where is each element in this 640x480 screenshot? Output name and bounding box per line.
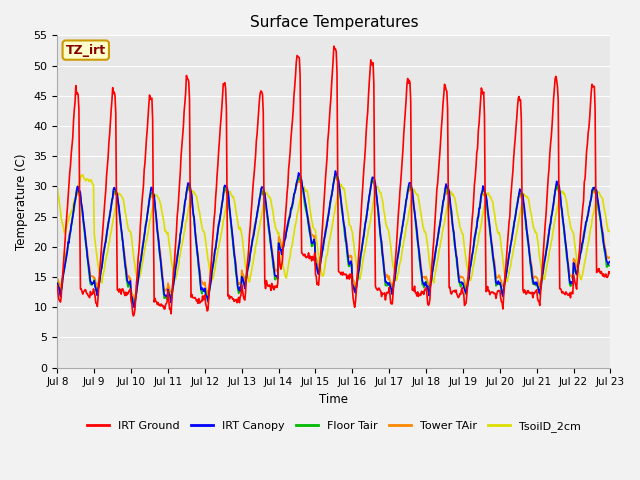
Tower TAir	[120, 248, 128, 254]
IRT Canopy	[606, 259, 614, 264]
TsoilD_2cm	[207, 274, 215, 280]
Floor Tair	[207, 283, 214, 289]
IRT Ground	[63, 205, 71, 211]
TsoilD_2cm	[419, 219, 426, 225]
IRT Ground	[403, 97, 410, 103]
Text: TZ_irt: TZ_irt	[66, 44, 106, 57]
Line: Tower TAir: Tower TAir	[58, 177, 610, 301]
Tower TAir	[63, 245, 71, 251]
TsoilD_2cm	[606, 228, 614, 234]
IRT Canopy	[120, 252, 128, 258]
IRT Canopy	[332, 168, 339, 174]
Tower TAir	[332, 174, 339, 180]
IRT Ground	[606, 270, 614, 276]
TsoilD_2cm	[122, 212, 130, 217]
Line: IRT Ground: IRT Ground	[58, 46, 610, 316]
Floor Tair	[131, 303, 138, 309]
TsoilD_2cm	[178, 243, 186, 249]
IRT Ground	[330, 43, 338, 49]
IRT Ground	[54, 283, 61, 289]
Tower TAir	[177, 226, 185, 232]
Line: TsoilD_2cm: TsoilD_2cm	[58, 175, 610, 283]
Tower TAir	[207, 279, 214, 285]
Floor Tair	[419, 282, 426, 288]
TsoilD_2cm	[54, 184, 61, 190]
IRT Canopy	[63, 248, 71, 254]
TsoilD_2cm	[98, 280, 106, 286]
TsoilD_2cm	[63, 221, 71, 227]
Tower TAir	[606, 254, 614, 260]
Floor Tair	[177, 228, 185, 234]
IRT Canopy	[403, 197, 410, 203]
Tower TAir	[54, 275, 61, 281]
IRT Ground	[419, 290, 426, 296]
X-axis label: Time: Time	[319, 393, 348, 406]
Floor Tair	[606, 263, 614, 268]
Tower TAir	[419, 274, 426, 279]
IRT Ground	[120, 291, 128, 297]
Line: Floor Tair: Floor Tair	[58, 174, 610, 306]
Legend: IRT Ground, IRT Canopy, Floor Tair, Tower TAir, TsoilD_2cm: IRT Ground, IRT Canopy, Floor Tair, Towe…	[83, 416, 585, 436]
Floor Tair	[332, 171, 339, 177]
IRT Canopy	[419, 277, 426, 283]
IRT Canopy	[131, 305, 138, 311]
Y-axis label: Temperature (C): Temperature (C)	[15, 153, 28, 250]
Floor Tair	[403, 200, 410, 205]
Floor Tair	[63, 247, 71, 252]
Tower TAir	[403, 198, 410, 204]
IRT Canopy	[177, 229, 185, 235]
TsoilD_2cm	[403, 224, 410, 230]
IRT Canopy	[207, 282, 214, 288]
IRT Ground	[130, 313, 138, 319]
IRT Ground	[177, 153, 185, 159]
TsoilD_2cm	[79, 172, 86, 178]
Line: IRT Canopy: IRT Canopy	[58, 171, 610, 308]
IRT Ground	[207, 272, 214, 278]
Floor Tair	[54, 280, 61, 286]
Tower TAir	[131, 298, 138, 304]
IRT Canopy	[54, 281, 61, 287]
Title: Surface Temperatures: Surface Temperatures	[250, 15, 418, 30]
Floor Tair	[120, 253, 128, 259]
